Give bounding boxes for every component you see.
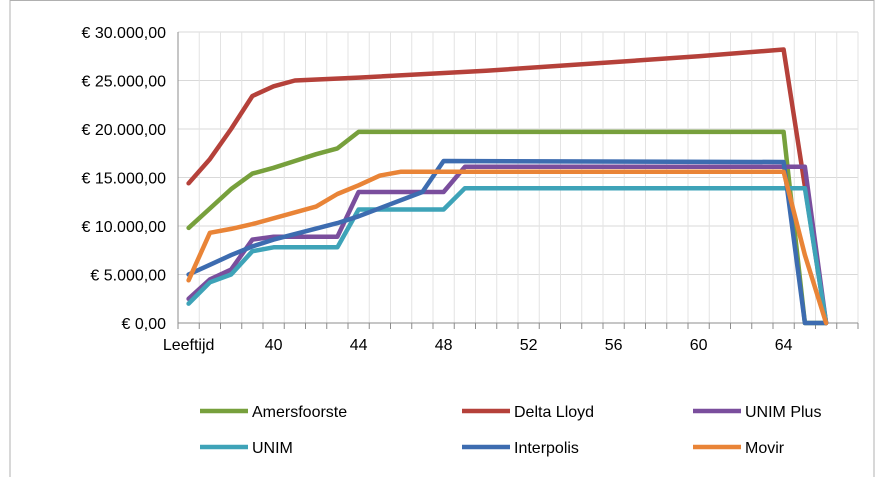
x-first-label: Leeftijd bbox=[163, 337, 215, 354]
legend-label: Delta Lloyd bbox=[514, 404, 594, 421]
series-line-unim-plus bbox=[186, 164, 829, 326]
x-tick-label: 48 bbox=[435, 337, 453, 354]
axes: € 0,00 € 5.000,00 € 10.000,00 € 15.000,00 € … bbox=[81, 25, 859, 354]
series-line-amersfoorste bbox=[186, 129, 829, 326]
x-tick-label: 52 bbox=[520, 337, 538, 354]
series-lines bbox=[186, 47, 829, 326]
legend: Amersfoorste Delta Lloyd UNIM Plus UNIM Inte… bbox=[200, 404, 821, 457]
series-line-movir bbox=[186, 169, 829, 326]
y-tick-label: € 20.000,00 bbox=[81, 122, 166, 139]
legend-label: UNIM bbox=[252, 440, 293, 457]
x-tick-label: 40 bbox=[265, 337, 283, 354]
y-tick-label: € 5.000,00 bbox=[90, 268, 166, 285]
x-tick-label: 64 bbox=[775, 337, 793, 354]
series-line-unim bbox=[186, 185, 829, 326]
legend-label: Movir bbox=[745, 440, 785, 457]
legend-label: Amersfoorste bbox=[252, 404, 347, 421]
x-tick-label: 60 bbox=[690, 337, 708, 354]
y-tick-label: € 15.000,00 bbox=[81, 171, 166, 188]
x-tick-label: 44 bbox=[350, 337, 368, 354]
y-tick-label: € 0,00 bbox=[122, 316, 167, 333]
y-tick-label: € 10.000,00 bbox=[81, 219, 166, 236]
x-tick-label: 56 bbox=[605, 337, 623, 354]
legend-label: Interpolis bbox=[514, 440, 579, 457]
y-tick-label: € 25.000,00 bbox=[81, 74, 166, 91]
legend-label: UNIM Plus bbox=[745, 404, 821, 421]
y-tick-label: € 30.000,00 bbox=[81, 25, 166, 42]
series-line-delta-lloyd bbox=[186, 47, 829, 326]
